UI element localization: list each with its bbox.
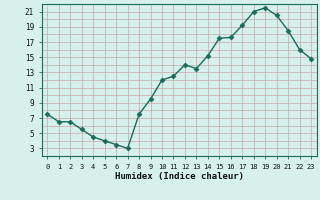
X-axis label: Humidex (Indice chaleur): Humidex (Indice chaleur) <box>115 172 244 181</box>
